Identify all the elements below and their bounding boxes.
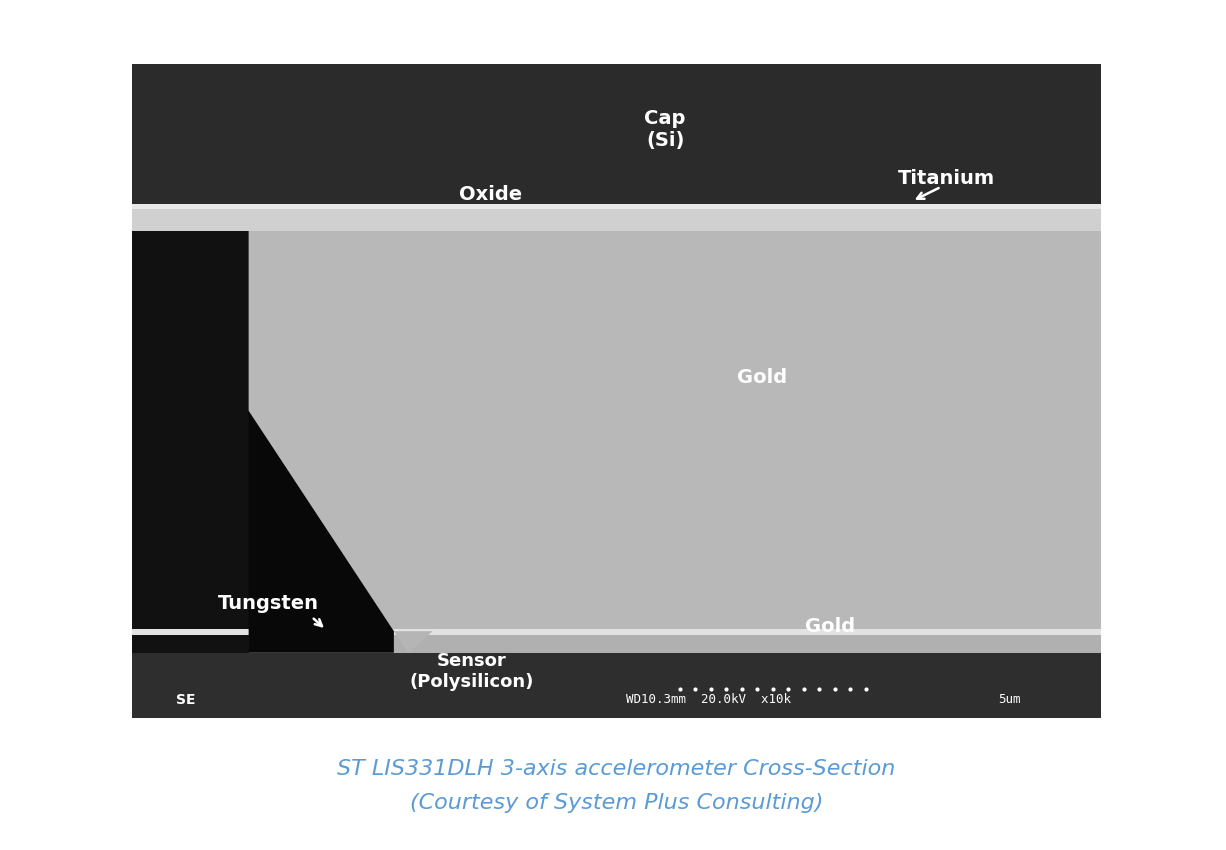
Text: Tungsten: Tungsten: [217, 594, 319, 613]
Text: Gold: Gold: [804, 617, 855, 636]
Text: Gold: Gold: [737, 368, 787, 388]
Bar: [132, 653, 1101, 718]
Bar: [132, 205, 1101, 230]
Bar: [132, 64, 1101, 207]
Polygon shape: [249, 411, 394, 653]
Text: 5um: 5um: [998, 694, 1020, 706]
Bar: [394, 635, 1101, 653]
Text: (Courtesy of System Plus Consulting): (Courtesy of System Plus Consulting): [409, 793, 824, 813]
Text: Sensor
(Polysilicon): Sensor (Polysilicon): [409, 652, 533, 690]
Text: Cap
(Si): Cap (Si): [645, 109, 685, 150]
Polygon shape: [249, 230, 1101, 632]
Text: SE: SE: [175, 693, 195, 707]
Bar: [132, 629, 1101, 635]
Text: WD10.3mm  20.0kV  x10k: WD10.3mm 20.0kV x10k: [626, 694, 791, 706]
Bar: [132, 204, 1101, 209]
Text: Titanium: Titanium: [897, 169, 994, 188]
Text: Oxide: Oxide: [460, 185, 522, 204]
Bar: [132, 230, 249, 653]
Bar: [132, 635, 249, 653]
Polygon shape: [394, 632, 433, 653]
Text: ST LIS331DLH 3-axis accelerometer Cross-Section: ST LIS331DLH 3-axis accelerometer Cross-…: [337, 759, 896, 779]
